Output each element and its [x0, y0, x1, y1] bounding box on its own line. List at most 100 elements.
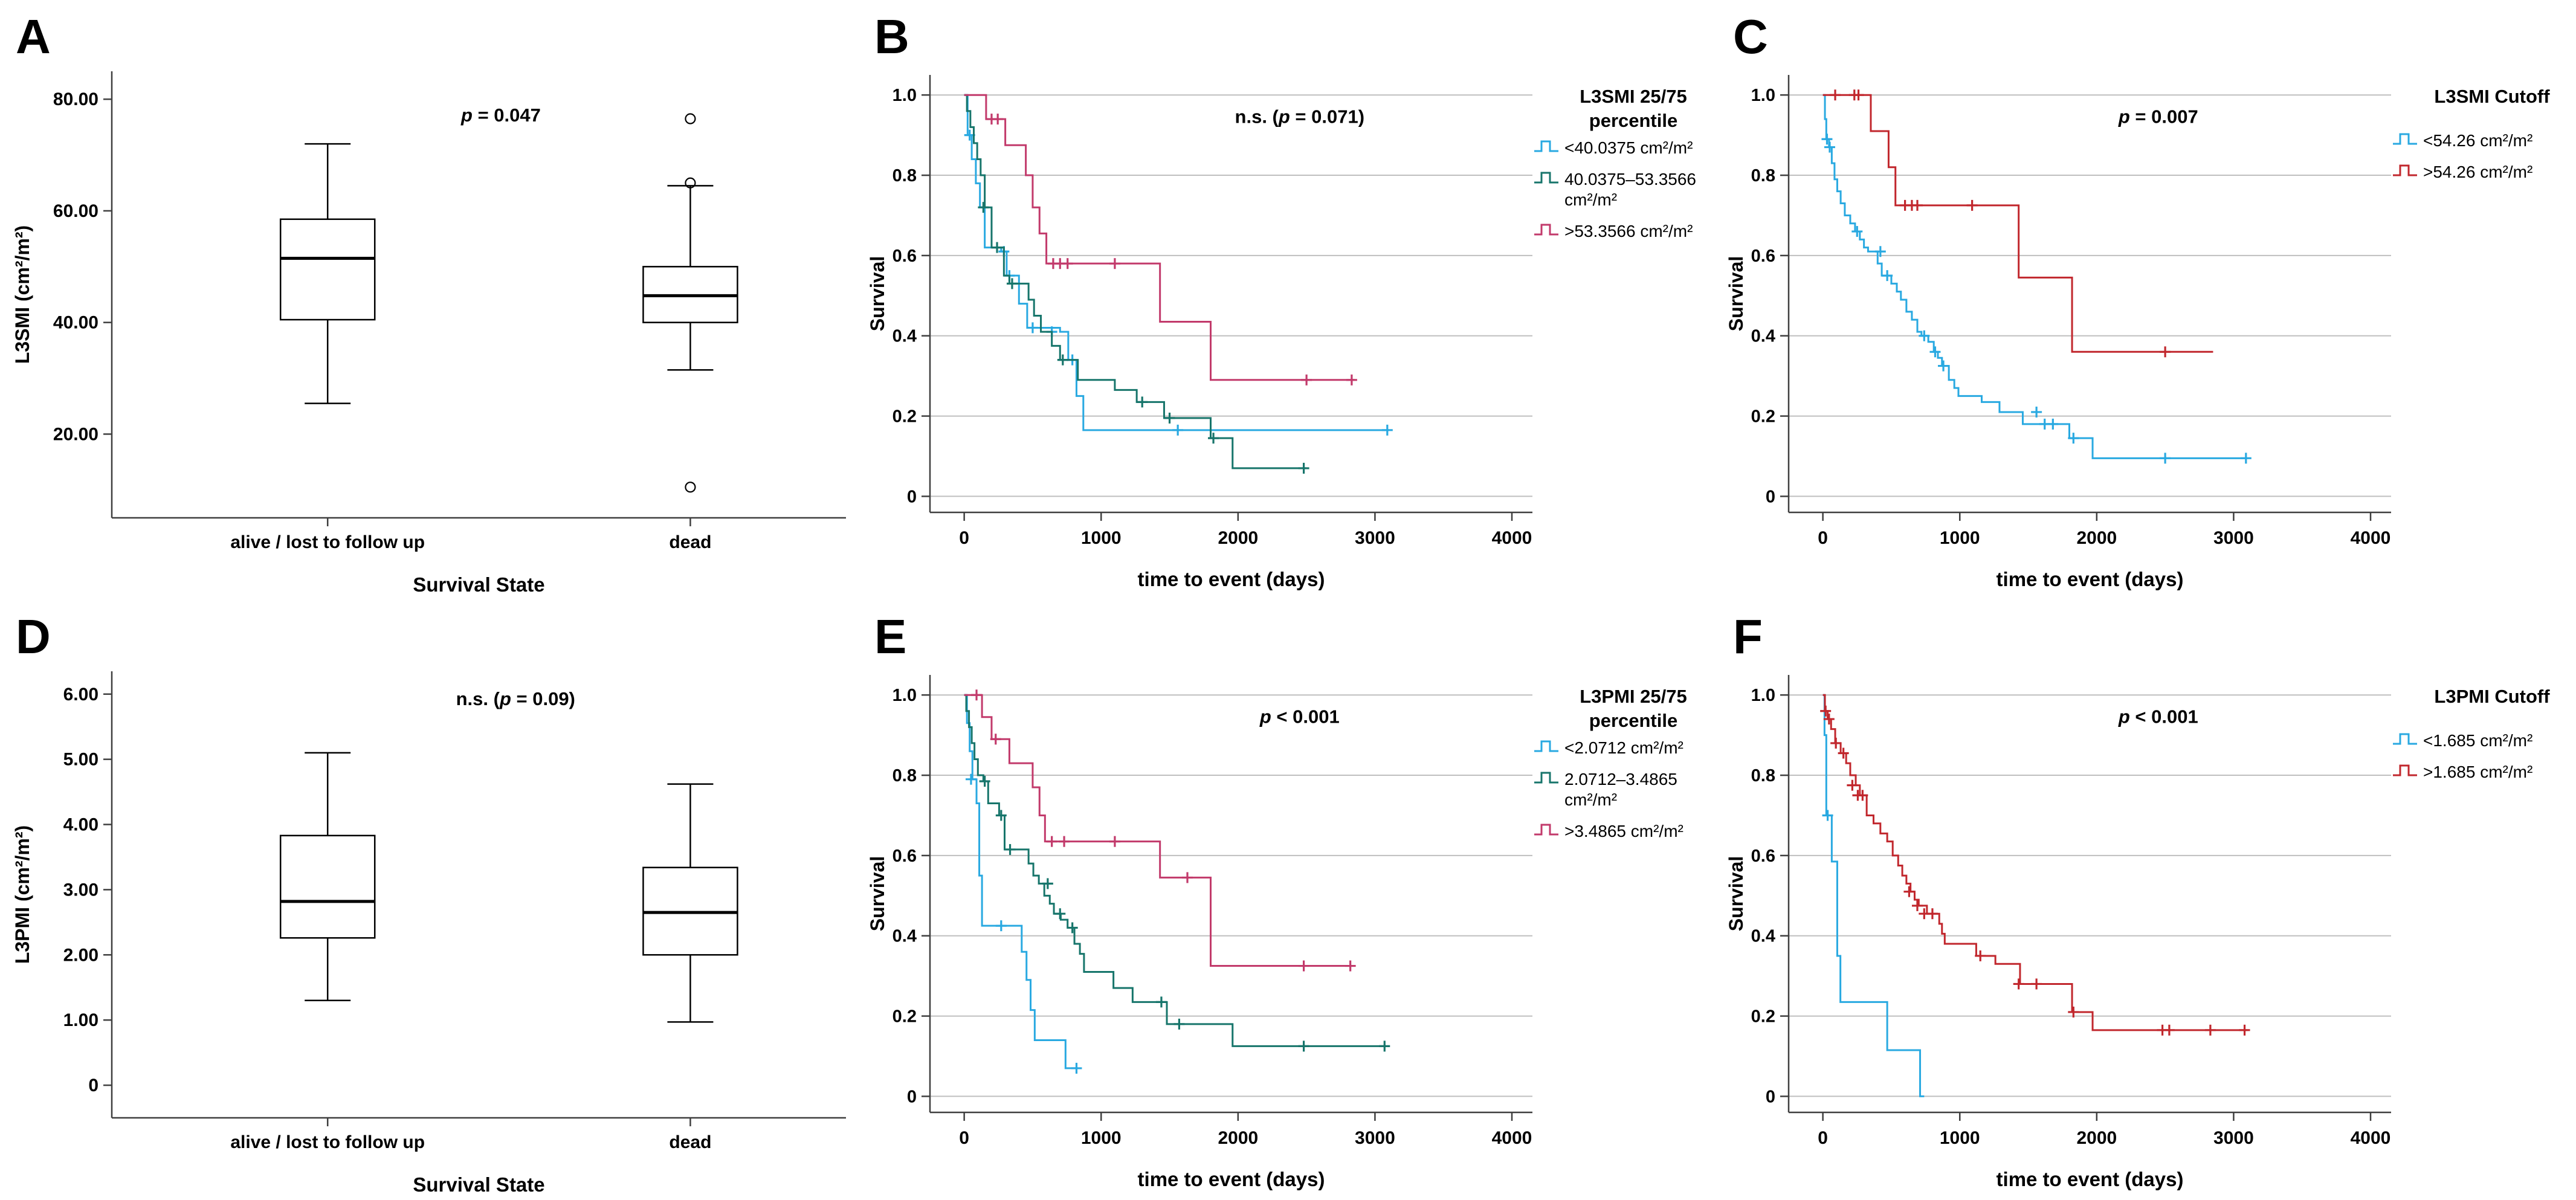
- y-tick-label: 0.8: [1751, 766, 1775, 785]
- p-annotation-post: = 0.09): [511, 688, 575, 709]
- panel-D: 0 1.00 2.00 3.00 4.00 5.00 6.00 alive / lost to…: [11, 610, 846, 1196]
- box-outlier: [685, 113, 696, 124]
- p-annotation-p: p: [1259, 706, 1271, 727]
- y-axis-title: Survival: [867, 856, 888, 932]
- legend-entry-label: <40.0375 cm²/m²: [1564, 138, 1693, 157]
- km-curve: [964, 94, 1355, 381]
- y-axis-title: L3SMI (cm²/m²): [11, 225, 33, 364]
- x-tick-label: 2000: [2076, 528, 2117, 548]
- x-tick-label: 0: [959, 1128, 969, 1148]
- km-series-1: [1821, 94, 2252, 464]
- p-annotation-p: p: [460, 105, 473, 126]
- legend-entry-marker: [1534, 140, 1558, 152]
- category-label: alive / lost to follow up: [230, 532, 425, 552]
- legend: L3SMI 25/75 percentile <40.0375 cm²/m² 40.0…: [1534, 86, 1696, 240]
- panel-letter: F: [1733, 610, 1763, 663]
- legend-entry-label: cm²/m²: [1564, 790, 1617, 809]
- x-tick-label: 3000: [1355, 528, 1395, 548]
- box-group: [642, 113, 738, 493]
- y-tick-label: 0: [907, 487, 917, 506]
- y-tick-label: 0.2: [1751, 1007, 1775, 1027]
- x-tick-label: 3000: [2213, 1128, 2254, 1148]
- category-label: dead: [669, 532, 711, 552]
- panel-C: 0 0.2 0.4 0.6 0.8 1.0 0 1000 2000 3000 4000 Surviva…: [1725, 10, 2550, 590]
- y-axis-title: Survival: [1725, 856, 1747, 932]
- legend-title: percentile: [1589, 710, 1677, 731]
- legend: L3PMI 25/75 percentile <2.0712 cm²/m² 2.071…: [1534, 686, 1687, 840]
- p-value-annotation: n.s. (p = 0.071): [1235, 106, 1365, 127]
- x-tick-label: 4000: [2351, 1128, 2391, 1148]
- panel-letter: D: [16, 610, 51, 663]
- km-series-1: [964, 694, 1082, 1074]
- x-tick-label: 4000: [1492, 1128, 1532, 1148]
- km-series-3: [964, 689, 1356, 972]
- box-rect: [279, 834, 376, 939]
- y-tick-label: 0: [88, 1076, 98, 1095]
- y-tick-label: 60.00: [53, 201, 98, 221]
- x-axis-title: time to event (days): [1997, 1168, 2184, 1190]
- x-tick-label: 2000: [1218, 1128, 1258, 1148]
- legend-title: L3SMI Cutoff: [2434, 86, 2550, 107]
- x-axis-title: time to event (days): [1138, 568, 1325, 590]
- p-value-annotation: p = 0.047: [460, 105, 541, 126]
- legend-entry-label: >53.3566 cm²/m²: [1564, 222, 1693, 240]
- km-curve: [964, 94, 1307, 469]
- legend-title: percentile: [1589, 110, 1677, 131]
- legend-entry-label: 2.0712–3.4865: [1564, 770, 1677, 789]
- legend-entry-marker: [2393, 164, 2417, 176]
- legend-entry-label: <54.26 cm²/m²: [2423, 131, 2532, 150]
- y-tick-label: 0.6: [1751, 247, 1775, 266]
- y-tick-label: 0: [1766, 1087, 1775, 1106]
- x-tick-label: 4000: [1492, 528, 1532, 548]
- category-label: dead: [669, 1132, 711, 1152]
- x-tick-label: 0: [1818, 1128, 1828, 1148]
- legend-title: L3PMI 25/75: [1580, 686, 1687, 707]
- panel-E: 0 0.2 0.4 0.6 0.8 1.0 0 1000 2000 3000 4000 Surviva…: [867, 610, 1687, 1190]
- y-tick-label: 0.6: [1751, 847, 1775, 866]
- p-annotation-post: = 0.047: [473, 105, 541, 126]
- legend-entry-label: cm²/m²: [1564, 190, 1617, 209]
- x-tick-label: 1000: [1940, 1128, 1980, 1148]
- panel-letter: C: [1733, 10, 1768, 63]
- km-series-2: [964, 694, 1390, 1052]
- y-tick-label: 0.4: [1751, 927, 1775, 946]
- legend: L3PMI Cutoff <1.685 cm²/m² >1.685 cm²/m²: [2393, 686, 2550, 781]
- legend-title: L3PMI Cutoff: [2434, 686, 2550, 707]
- panel-A: 20.00 40.00 60.00 80.00 alive / lost to foll…: [11, 10, 846, 596]
- x-tick-label: 3000: [2213, 528, 2254, 548]
- legend-entry-label: >1.685 cm²/m²: [2423, 763, 2532, 781]
- legend-entry-marker: [1534, 224, 1558, 236]
- y-tick-label: 0.4: [893, 927, 917, 946]
- y-tick-label: 0.2: [893, 407, 917, 427]
- box-rect: [279, 218, 376, 321]
- y-tick-label: 1.0: [893, 686, 917, 705]
- km-curve: [964, 694, 1386, 1047]
- y-tick-label: 0.4: [893, 327, 917, 346]
- y-tick-label: 0.6: [893, 247, 917, 266]
- x-tick-label: 1000: [1940, 528, 1980, 548]
- x-tick-label: 1000: [1081, 528, 1122, 548]
- km-series-2: [1822, 89, 2213, 358]
- p-annotation-p: p: [2118, 706, 2130, 727]
- y-tick-label: 5.00: [63, 750, 98, 770]
- km-curve: [1822, 694, 2248, 1031]
- box-outlier: [685, 177, 696, 189]
- legend-entry-marker: [1534, 740, 1558, 752]
- legend-entry-label: <1.685 cm²/m²: [2423, 731, 2532, 750]
- km-series-1: [964, 94, 1393, 436]
- y-tick-label: 6.00: [63, 685, 98, 705]
- legend-entry-marker: [2393, 133, 2417, 145]
- p-annotation-p: p: [499, 688, 511, 709]
- box-group: [279, 143, 376, 404]
- y-tick-label: 0.2: [1751, 407, 1775, 427]
- panel-B: 0 0.2 0.4 0.6 0.8 1.0 0 1000 2000 3000 4000 Surviva…: [867, 10, 1696, 590]
- box-group: [279, 752, 376, 1002]
- y-tick-label: 0.2: [893, 1007, 917, 1027]
- p-value-annotation: p < 0.001: [2118, 706, 2198, 727]
- y-tick-label: 1.00: [63, 1010, 98, 1030]
- y-tick-label: 0: [1766, 487, 1775, 506]
- legend-entry-label: >54.26 cm²/m²: [2423, 163, 2532, 181]
- y-tick-label: 20.00: [53, 424, 98, 444]
- km-series-1: [1822, 694, 1925, 1097]
- panel-F: 0 0.2 0.4 0.6 0.8 1.0 0 1000 2000 3000 4000 Surviva…: [1725, 610, 2550, 1190]
